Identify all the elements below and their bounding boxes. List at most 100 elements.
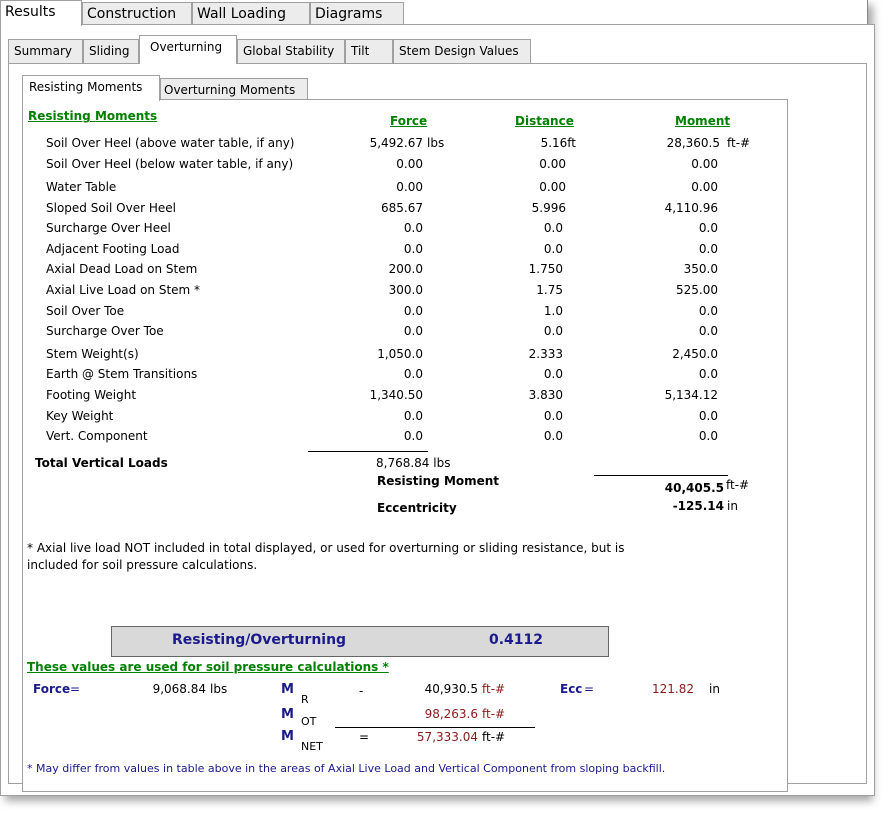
ratio-value: 0.4112 <box>489 632 544 648</box>
row-moment: 28,360.5 <box>666 136 720 150</box>
section-title: Resisting Moments <box>28 109 158 123</box>
row-moment: 0.0 <box>698 409 718 423</box>
row-distance: 0.0 <box>543 367 563 381</box>
m-net-value: 57,333.04 <box>416 730 478 744</box>
row-label: Water Table <box>46 180 117 194</box>
row-moment: 350.0 <box>683 262 718 276</box>
tab-sliding[interactable]: Sliding <box>83 39 139 63</box>
row-label: Stem Weight(s) <box>46 347 139 361</box>
row-label: Soil Over Heel (above water table, if an… <box>46 136 295 150</box>
row-label: Surcharge Over Toe <box>46 324 164 338</box>
column-header-force: Force <box>390 114 428 128</box>
tab-tilt[interactable]: Tilt <box>345 39 393 63</box>
tab-wall-loading[interactable]: Wall Loading <box>192 2 310 24</box>
column-header-moment: Moment <box>675 114 731 128</box>
force-unit: lbs <box>210 682 228 696</box>
row-force-unit: lbs <box>427 136 445 150</box>
row-distance: 1.75 <box>536 283 563 297</box>
row-force: 5,492.67 <box>369 136 423 150</box>
row-distance: 0.00 <box>539 180 566 194</box>
resisting-overturning-box: Resisting/Overturning 0.4112 <box>111 626 609 657</box>
row-label: Adjacent Footing Load <box>46 242 180 256</box>
ecc-equals: = <box>584 682 595 696</box>
row-moment: 0.0 <box>698 221 718 235</box>
row-label: Footing Weight <box>46 388 137 402</box>
row-distance: 3.830 <box>528 388 563 402</box>
total-vertical-value: 8,768.84 lbs <box>376 456 451 470</box>
row-distance: 2.333 <box>528 347 563 361</box>
row-label: Axial Dead Load on Stem <box>46 262 198 276</box>
m-ot-value: 98,263.6 <box>424 707 478 721</box>
m-ot-subscript: OT <box>301 715 317 728</box>
row-force: 0.00 <box>396 180 423 194</box>
resisting-moments-panel <box>22 99 788 792</box>
row-force: 0.00 <box>396 157 423 171</box>
eccentricity-value: -125.14 <box>672 499 724 513</box>
net-divider <box>335 727 535 728</box>
row-force: 300.0 <box>388 283 423 297</box>
row-moment-unit: ft-# <box>727 136 751 150</box>
tab-global-stability[interactable]: Global Stability <box>237 39 345 63</box>
row-moment: 0.0 <box>698 304 718 318</box>
row-moment: 525.00 <box>676 283 718 297</box>
row-distance: 5.16ft <box>540 136 576 150</box>
row-label: Vert. Component <box>46 429 148 443</box>
row-distance: 0.0 <box>543 324 563 338</box>
tab-summary[interactable]: Summary <box>8 39 83 63</box>
tab-overturning[interactable]: Overturning <box>139 35 237 64</box>
soil-pressure-title: These values are used for soil pressure … <box>27 660 389 674</box>
row-moment: 0.0 <box>698 429 718 443</box>
row-force: 0.0 <box>403 409 423 423</box>
row-force: 0.0 <box>403 304 423 318</box>
total-vertical-label: Total Vertical Loads <box>35 456 168 470</box>
row-label: Sloped Soil Over Heel <box>46 201 176 215</box>
ecc-label: Ecc <box>560 682 583 696</box>
tab-resisting-moments[interactable]: Resisting Moments <box>22 75 160 101</box>
force-label: Force <box>33 682 71 696</box>
row-moment: 4,110.96 <box>664 201 718 215</box>
soil-pressure-footnote: * May differ from values in table above … <box>27 762 666 775</box>
ecc-unit: in <box>709 682 720 696</box>
tab-diagrams[interactable]: Diagrams <box>310 2 404 24</box>
resisting-moment-value: 40,405.5 <box>664 481 724 495</box>
tab-construction[interactable]: Construction <box>82 2 192 24</box>
tab-results[interactable]: Results <box>0 0 82 26</box>
m-r-unit: ft-# <box>482 682 506 696</box>
row-distance: 1.0 <box>543 304 563 318</box>
row-force: 685.67 <box>381 201 423 215</box>
row-distance: 0.00 <box>539 157 566 171</box>
row-distance: 0.0 <box>543 429 563 443</box>
tab-overturning-moments[interactable]: Overturning Moments <box>160 78 308 100</box>
row-distance: 0.0 <box>543 221 563 235</box>
m-r-value: 40,930.5 <box>424 682 478 696</box>
eccentricity-unit: in <box>727 499 738 513</box>
row-label: Soil Over Toe <box>46 304 125 318</box>
row-label: Key Weight <box>46 409 114 423</box>
force-value: 9,068.84 <box>152 682 206 696</box>
row-moment: 0.0 <box>698 324 718 338</box>
row-distance: 0.0 <box>543 242 563 256</box>
total-divider <box>308 451 428 452</box>
eccentricity-label: Eccentricity <box>377 501 457 515</box>
row-moment: 2,450.0 <box>672 347 718 361</box>
row-label: Surcharge Over Heel <box>46 221 171 235</box>
ratio-label: Resisting/Overturning <box>172 632 347 648</box>
m-r-symbol: M <box>281 682 294 697</box>
row-moment: 0.00 <box>691 157 718 171</box>
row-force: 0.0 <box>403 324 423 338</box>
tab-stem-design-values[interactable]: Stem Design Values <box>393 39 531 63</box>
m-net-subscript: NET <box>301 740 323 753</box>
m-ot-unit: ft-# <box>482 707 506 721</box>
row-label: Soil Over Heel (below water table, if an… <box>46 157 294 171</box>
row-moment: 5,134.12 <box>664 388 718 402</box>
resisting-moment-unit: ft-# <box>726 478 750 492</box>
net-equals: = <box>359 730 370 744</box>
resisting-moment-label: Resisting Moment <box>377 474 500 488</box>
row-force: 0.0 <box>403 429 423 443</box>
m-net-unit: ft-# <box>482 730 506 744</box>
ecc-value: 121.82 <box>652 682 694 696</box>
row-force: 0.0 <box>403 242 423 256</box>
row-force: 0.0 <box>403 221 423 235</box>
row-label: Earth @ Stem Transitions <box>46 367 198 381</box>
force-equals: = <box>70 682 81 696</box>
